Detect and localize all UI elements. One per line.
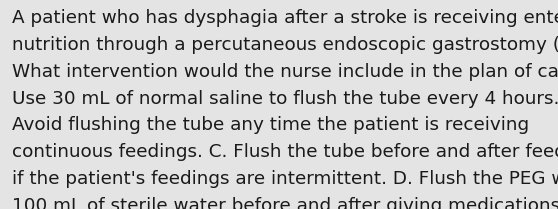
Text: 100 mL of sterile water before and after giving medications.: 100 mL of sterile water before and after… bbox=[12, 197, 558, 209]
Text: if the patient's feedings are intermittent. D. Flush the PEG with: if the patient's feedings are intermitte… bbox=[12, 170, 558, 188]
Text: Use 30 mL of normal saline to flush the tube every 4 hours. B.: Use 30 mL of normal saline to flush the … bbox=[12, 90, 558, 108]
Text: Avoid flushing the tube any time the patient is receiving: Avoid flushing the tube any time the pat… bbox=[12, 116, 530, 134]
Text: A patient who has dysphagia after a stroke is receiving enteral: A patient who has dysphagia after a stro… bbox=[12, 9, 558, 27]
Text: What intervention would the nurse include in the plan of care? A.: What intervention would the nurse includ… bbox=[12, 63, 558, 81]
Text: nutrition through a percutaneous endoscopic gastrostomy (PEG).: nutrition through a percutaneous endosco… bbox=[12, 36, 558, 54]
Text: continuous feedings. C. Flush the tube before and after feedings: continuous feedings. C. Flush the tube b… bbox=[12, 143, 558, 161]
